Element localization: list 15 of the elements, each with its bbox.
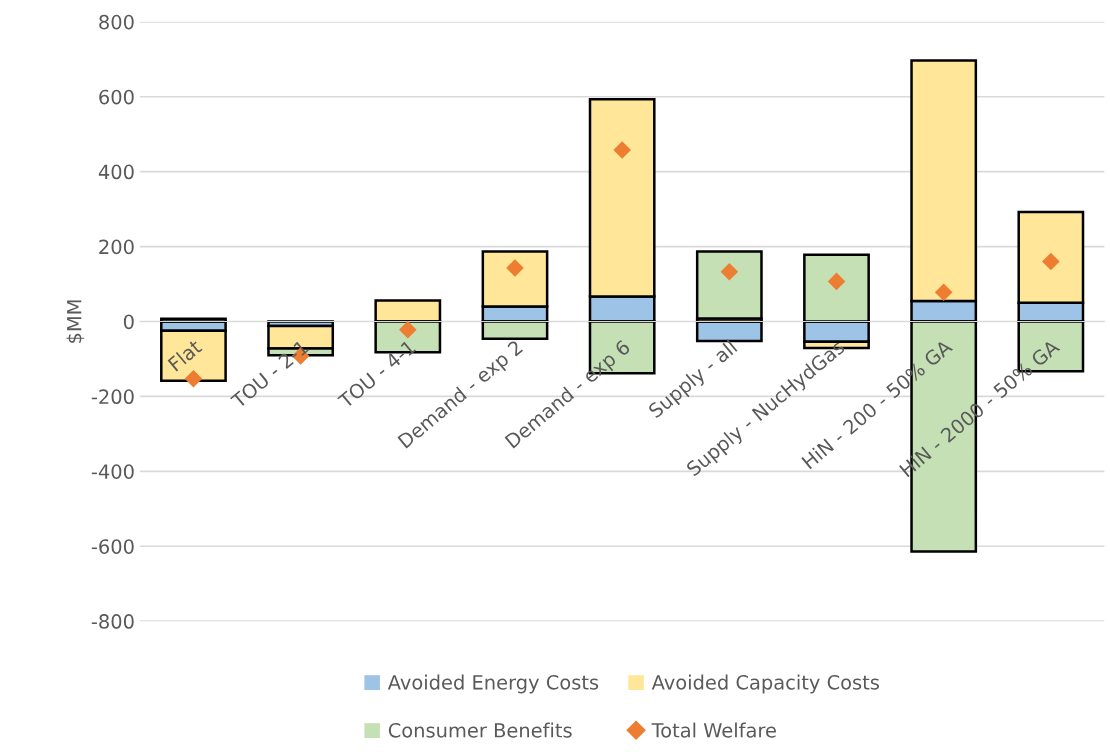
- y-tick-label: 800: [99, 14, 134, 30]
- legend-label: Total Welfare: [651, 722, 776, 738]
- y-tick-label: -800: [91, 614, 134, 629]
- y-tick-label: 0: [123, 314, 134, 330]
- y-tick-label: 400: [98, 164, 134, 180]
- y-tick-label: -600: [91, 539, 134, 554]
- y-tick-label: -200: [91, 389, 134, 405]
- y-tick-label: -400: [91, 464, 134, 479]
- y-tick-label: 600: [99, 89, 134, 105]
- x-tick-label: Flat: [167, 338, 203, 372]
- y-axis-title: $MM: [66, 300, 85, 343]
- y-tick-label: 200: [99, 239, 134, 255]
- legend-label: Consumer Benefits: [388, 722, 572, 738]
- legend-label: Avoided Energy Costs: [387, 674, 599, 694]
- legend-label: Avoided Capacity Costs: [651, 674, 879, 694]
